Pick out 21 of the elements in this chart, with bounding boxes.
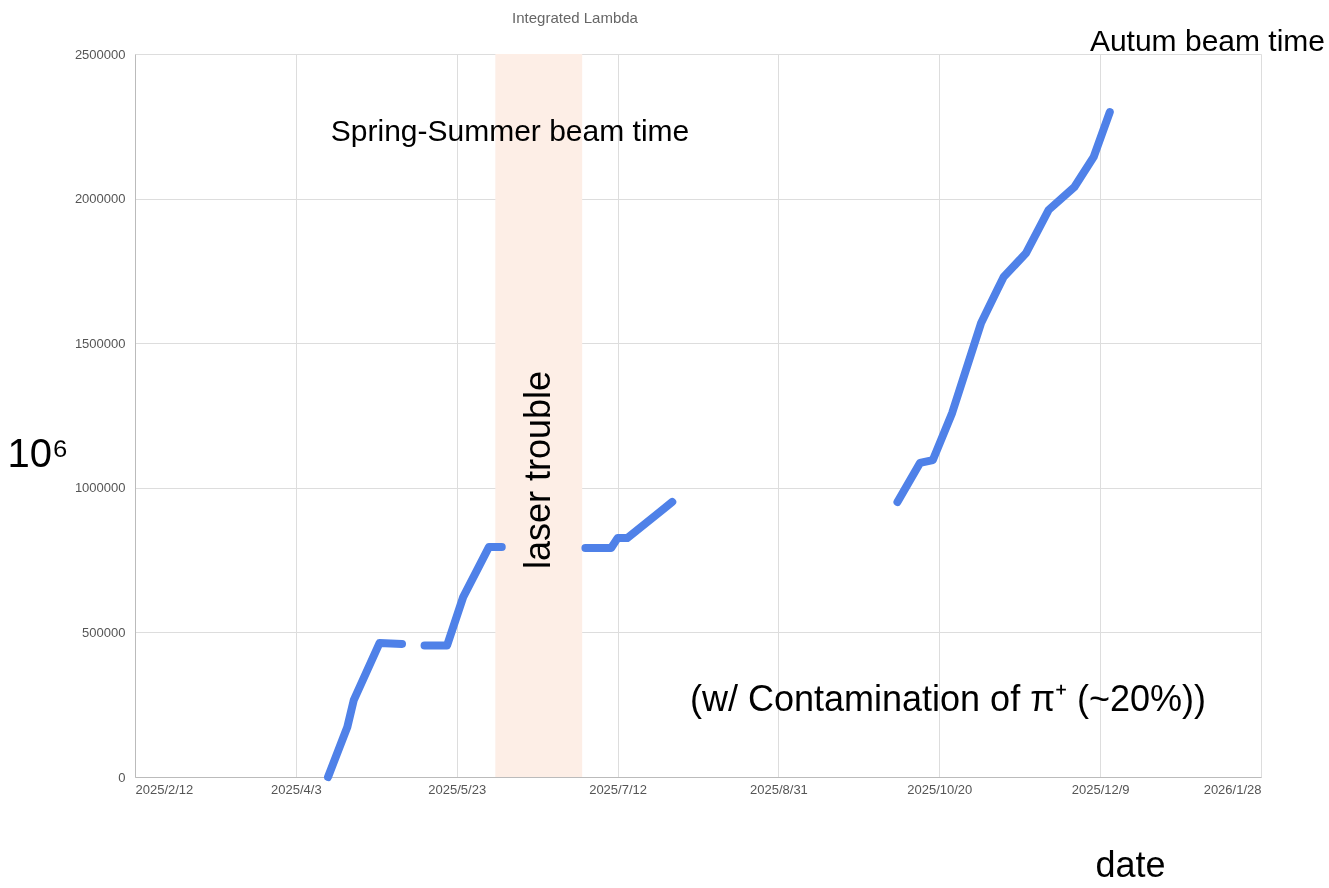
x-axis-title: date bbox=[1095, 843, 1166, 885]
y-tick-label: 500000 bbox=[82, 624, 126, 640]
x-tick-label: 2026/1/28 bbox=[1203, 781, 1262, 797]
y-tick-label: 1500000 bbox=[74, 335, 126, 351]
x-tick-label: 2025/4/3 bbox=[271, 781, 322, 797]
x-tick-label: 2025/8/31 bbox=[750, 781, 808, 797]
x-tick-label: 2025/10/20 bbox=[907, 781, 973, 797]
annotation: Autum beam time bbox=[1089, 24, 1325, 57]
band-label: laser trouble bbox=[516, 370, 558, 570]
y-tick-label: 0 bbox=[118, 769, 126, 785]
x-tick-label: 2025/2/12 bbox=[135, 781, 194, 797]
annotation: Spring-Summer beam time bbox=[330, 114, 690, 147]
chart-title: Integrated Lambda bbox=[512, 9, 639, 26]
x-tick-label: 2025/5/23 bbox=[428, 781, 487, 797]
y-axis-title: 10⁶ bbox=[7, 430, 69, 475]
y-tick-label: 1000000 bbox=[74, 480, 126, 496]
x-tick-label: 2025/12/9 bbox=[1071, 781, 1130, 797]
y-tick-label: 2500000 bbox=[74, 46, 126, 62]
x-tick-label: 2025/7/12 bbox=[589, 781, 647, 797]
y-tick-label: 2000000 bbox=[74, 191, 126, 207]
annotation: (w/ Contamination of π⁺ (~20%)) bbox=[689, 678, 1207, 719]
